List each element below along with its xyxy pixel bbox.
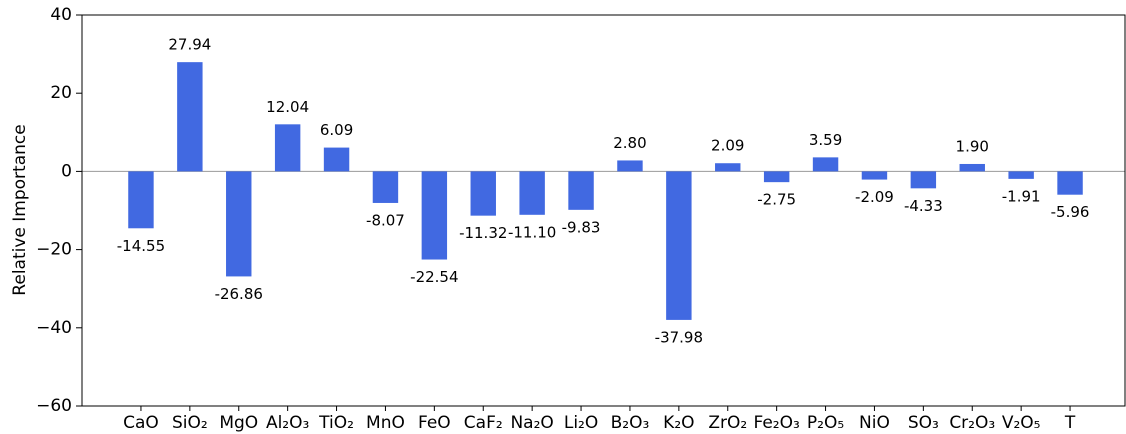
value-label: 3.59 [809,131,842,149]
x-tick-label: Li₂O [564,413,598,433]
x-tick-label: FeO [418,413,451,433]
bar [519,171,545,215]
x-tick-label: SiO₂ [172,413,208,433]
value-label: 27.94 [168,36,211,54]
value-label: 2.09 [711,137,744,155]
bar [372,171,399,203]
x-tick-label: Cr₂O₃ [949,413,995,433]
value-label: 1.90 [956,137,989,155]
x-tick-label: P₂O₅ [807,413,844,433]
x-tick-label: K₂O [663,413,694,433]
bar [470,171,496,216]
bar [1057,171,1083,195]
y-tick-label: 20 [50,83,72,103]
value-label: -5.96 [1051,203,1090,221]
bar [421,171,448,260]
x-tick-label: Fe₂O₃ [753,413,799,433]
bar [959,163,985,172]
bar [274,124,301,172]
value-label: -4.33 [904,197,943,215]
bar [715,163,741,172]
bar [323,147,350,172]
y-tick-label: −40 [36,318,72,338]
x-tick-label: CaO [123,413,159,433]
value-label: -2.75 [757,191,796,209]
value-label: 2.80 [613,134,646,152]
x-tick-label: SO₃ [908,413,939,433]
x-tick-label: B₂O₃ [611,413,650,433]
value-label: -9.83 [562,218,601,236]
value-label: 6.09 [320,121,353,139]
bar [812,157,839,172]
value-label: -26.86 [215,285,263,303]
y-tick-label: 0 [61,161,72,181]
bar [568,171,594,210]
x-tick-label: T [1064,413,1076,433]
bar [861,171,888,180]
x-tick-label: CaF₂ [464,413,503,433]
x-tick-label: TiO₂ [318,413,354,433]
x-tick-label: V₂O₅ [1002,413,1041,433]
value-label: -22.54 [410,268,458,286]
bar [128,171,154,229]
x-tick-label: Na₂O [510,413,553,433]
value-label: -2.09 [855,188,894,206]
value-label: -1.91 [1002,187,1041,205]
x-tick-label: MgO [219,413,258,433]
value-label: -37.98 [655,328,703,346]
value-label: -11.32 [459,224,507,242]
y-axis-label: Relative Importance [10,124,30,295]
bar [177,62,203,172]
y-tick-label: 40 [50,5,72,25]
x-tick-label: Al₂O₃ [266,413,309,433]
bar [666,171,692,320]
x-tick-label: ZrO₂ [708,413,747,433]
x-tick-label: NiO [859,413,890,433]
plot-frame [81,14,1126,407]
bar [617,160,643,172]
bar [763,171,790,183]
y-tick-label: −60 [36,396,72,416]
bar [910,171,937,189]
value-label: -8.07 [366,211,405,229]
x-tick-label: MnO [366,413,405,433]
bar [1008,171,1034,179]
y-tick-label: −20 [36,240,72,260]
bar [226,171,252,277]
value-label: -11.10 [508,223,556,241]
value-label: -14.55 [117,237,165,255]
value-label: 12.04 [266,98,309,116]
